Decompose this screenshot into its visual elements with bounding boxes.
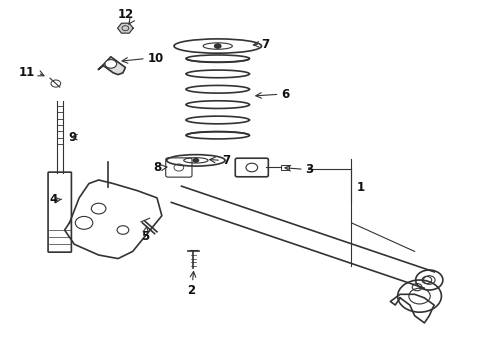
Circle shape: [105, 60, 116, 68]
Text: 2: 2: [186, 284, 195, 297]
Text: 12: 12: [117, 8, 133, 21]
Text: 9: 9: [68, 131, 77, 144]
Text: 11: 11: [19, 66, 35, 79]
Text: 4: 4: [49, 193, 57, 206]
Text: 7: 7: [222, 154, 230, 167]
Text: 6: 6: [281, 88, 288, 101]
Text: 5: 5: [141, 230, 149, 243]
Circle shape: [213, 43, 221, 49]
Text: 7: 7: [261, 38, 269, 51]
Polygon shape: [99, 57, 125, 75]
Circle shape: [192, 158, 199, 163]
Text: 1: 1: [356, 181, 364, 194]
Polygon shape: [117, 23, 133, 33]
Text: 10: 10: [147, 52, 163, 65]
Text: 8: 8: [153, 161, 162, 174]
Text: 3: 3: [305, 163, 313, 176]
